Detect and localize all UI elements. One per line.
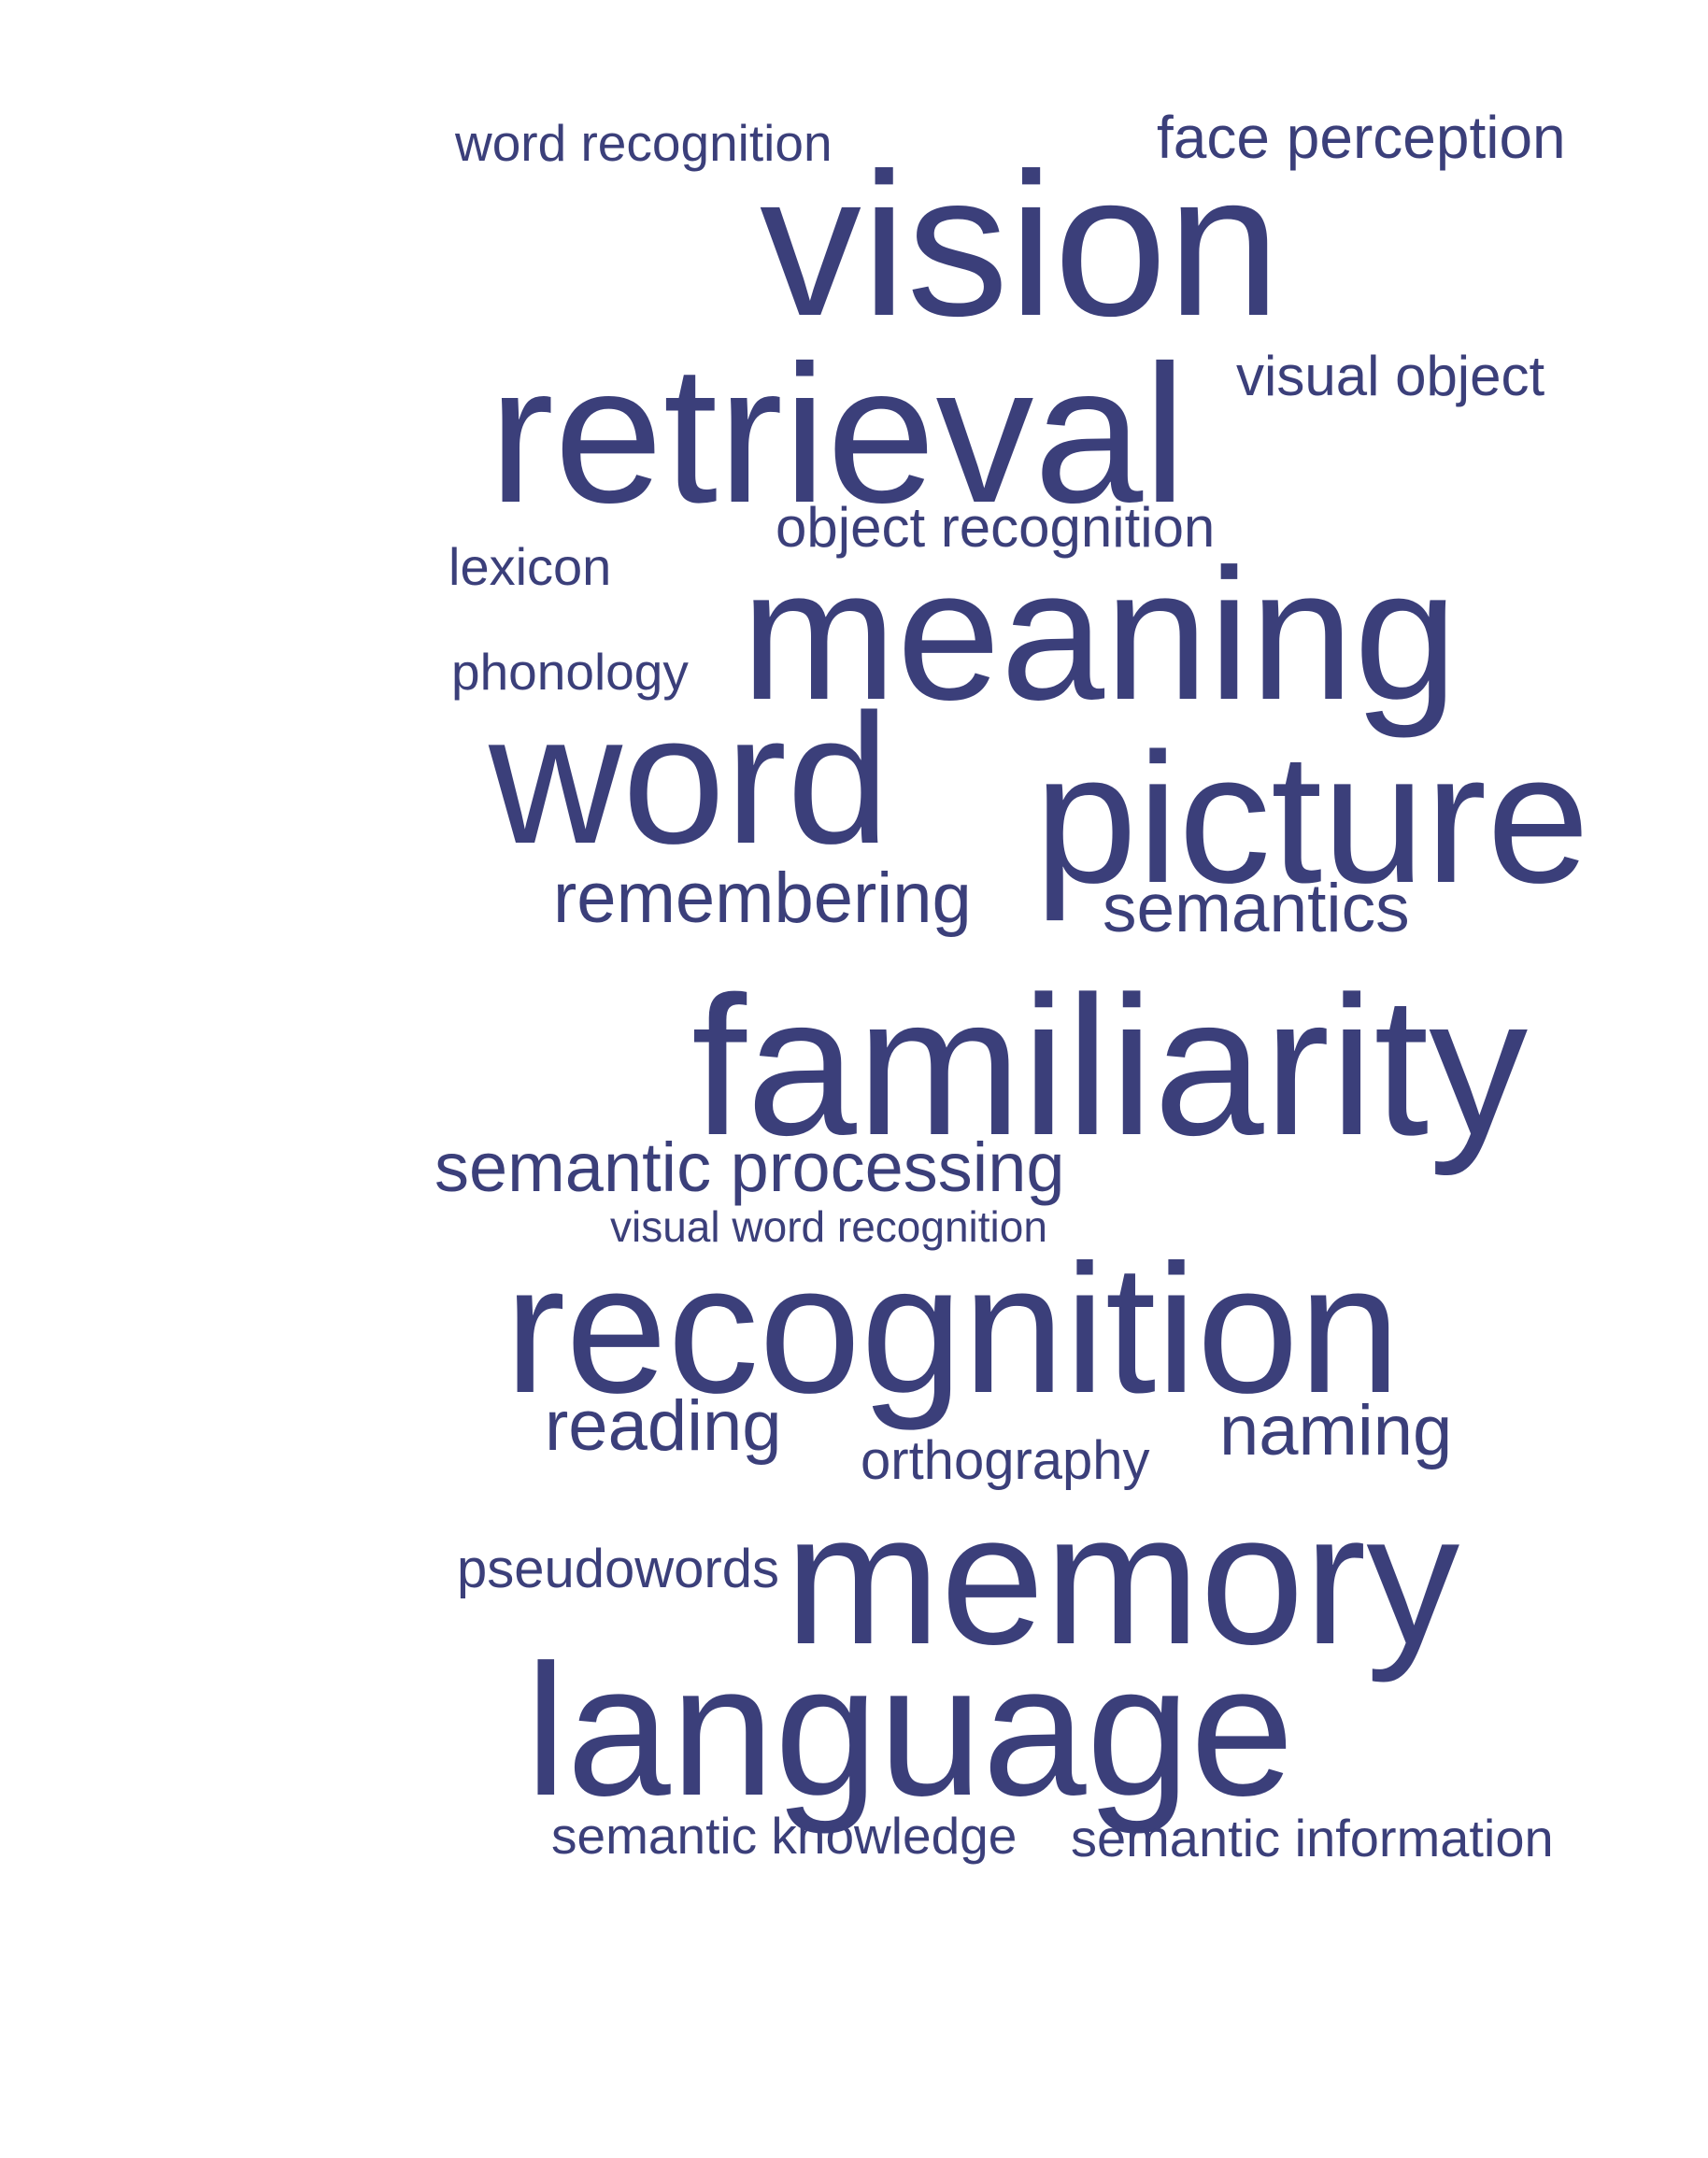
word-recognition: recognition (505, 1227, 1401, 1431)
word-word-recognition: word recognition (455, 114, 833, 172)
word-pseudowords: pseudowords (457, 1539, 779, 1599)
word-familiarity: familiarity (691, 955, 1529, 1176)
word-remembering: remembering (553, 859, 972, 938)
word-naming: naming (1219, 1391, 1453, 1470)
word-vision: vision (760, 132, 1281, 359)
word-picture: picture (1034, 715, 1590, 921)
word-visual-word-recognition: visual word recognition (610, 1202, 1047, 1251)
word-visual-object: visual object (1236, 345, 1545, 407)
word-orthography: orthography (861, 1430, 1150, 1491)
word-retrieval: retrieval (489, 324, 1187, 544)
word-face-perception: face perception (1157, 104, 1566, 171)
word-object-recognition: object recognition (776, 496, 1216, 559)
word-semantic-knowledge: semantic knowledge (551, 1807, 1018, 1865)
word-word: word (489, 675, 890, 882)
word-lexicon: lexicon (448, 537, 612, 596)
word-semantics: semantics (1103, 871, 1410, 946)
word-language: language (525, 1626, 1295, 1835)
word-phonology: phonology (451, 643, 689, 701)
word-reading: reading (545, 1386, 782, 1466)
word-semantic-information: semantic information (1071, 1809, 1554, 1867)
word-memory: memory (785, 1475, 1460, 1683)
word-semantic-processing: semantic processing (434, 1129, 1065, 1206)
word-meaning: meaning (741, 531, 1459, 739)
